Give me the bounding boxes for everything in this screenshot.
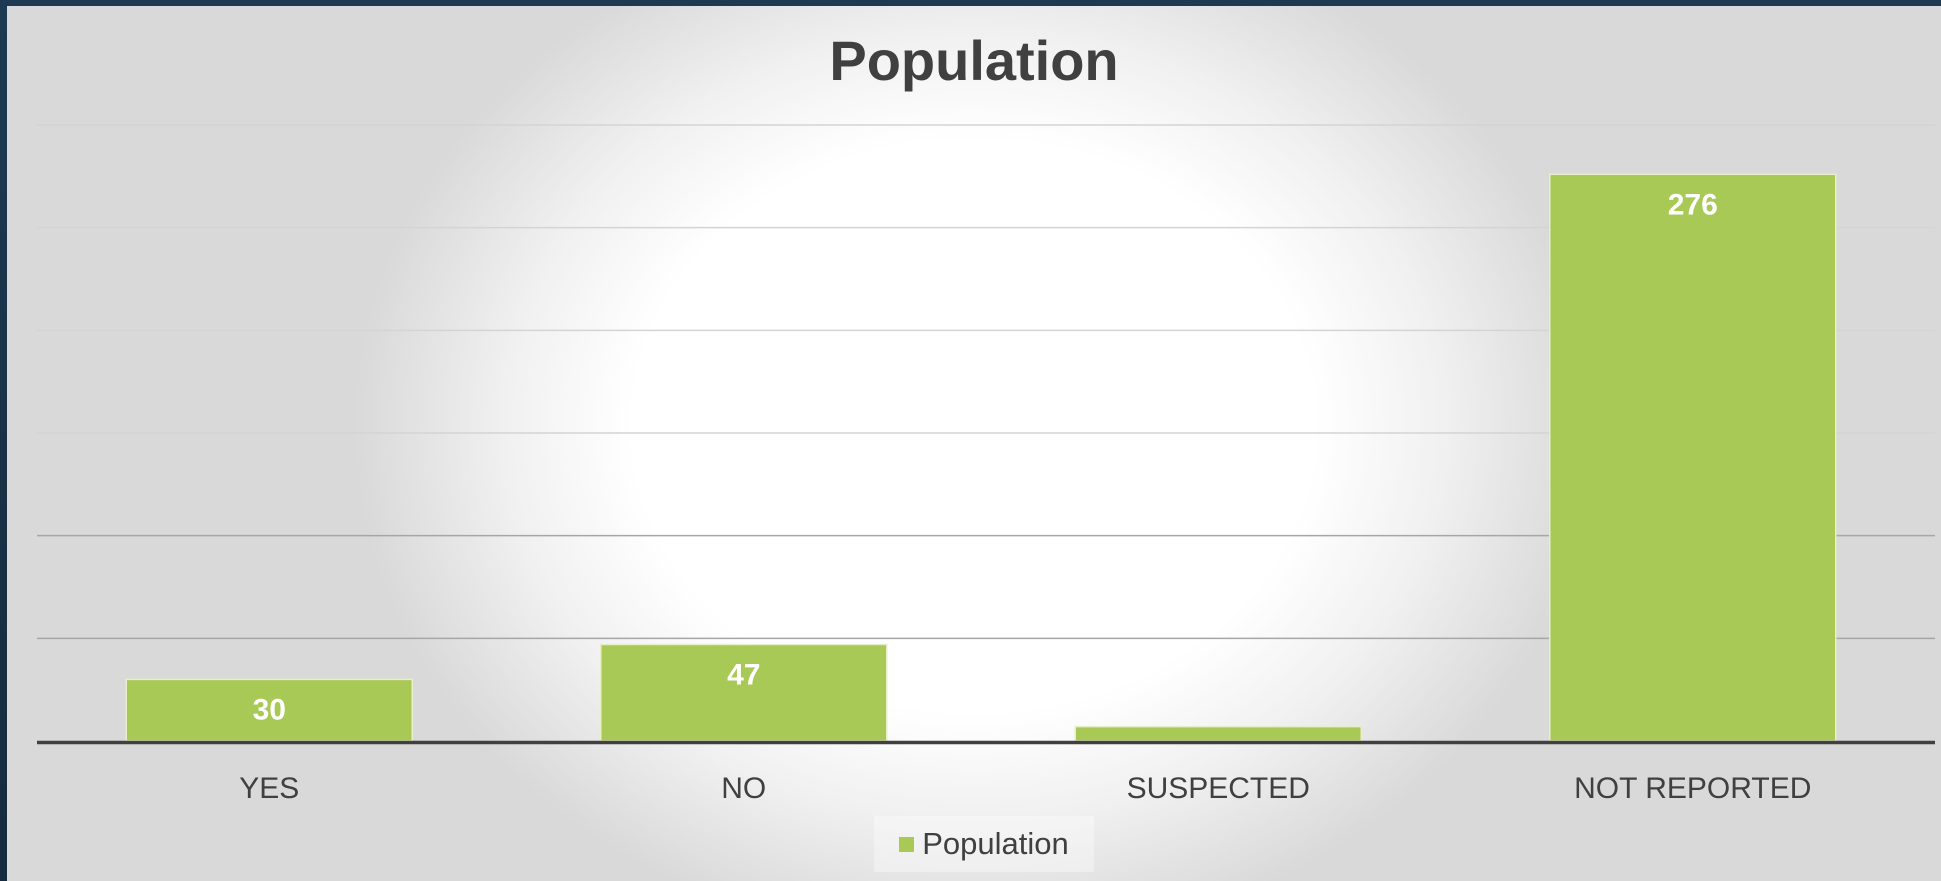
x-tick-label: YES bbox=[239, 772, 299, 805]
legend: Population bbox=[874, 816, 1094, 872]
data-label: 47 bbox=[727, 658, 760, 691]
chart-title: Population bbox=[829, 29, 1119, 92]
x-tick-label: NOT REPORTED bbox=[1574, 772, 1811, 805]
data-label: 276 bbox=[1668, 188, 1718, 221]
legend-swatch bbox=[899, 836, 915, 852]
chart-area: Population 30 YES 47 NO SUSPECTED 276 NOT REPO… bbox=[7, 6, 1941, 881]
data-label: 30 bbox=[253, 693, 286, 726]
bar-not-reported bbox=[1549, 173, 1837, 742]
bar-suspected bbox=[1074, 725, 1362, 742]
bar-yes bbox=[125, 678, 413, 742]
legend-label: Population bbox=[922, 826, 1069, 861]
x-tick-label: SUSPECTED bbox=[1127, 772, 1310, 805]
x-tick-label: NO bbox=[721, 772, 766, 805]
bar-chart: 30 YES 47 NO SUSPECTED 276 NOT REPORTED bbox=[37, 124, 1935, 805]
